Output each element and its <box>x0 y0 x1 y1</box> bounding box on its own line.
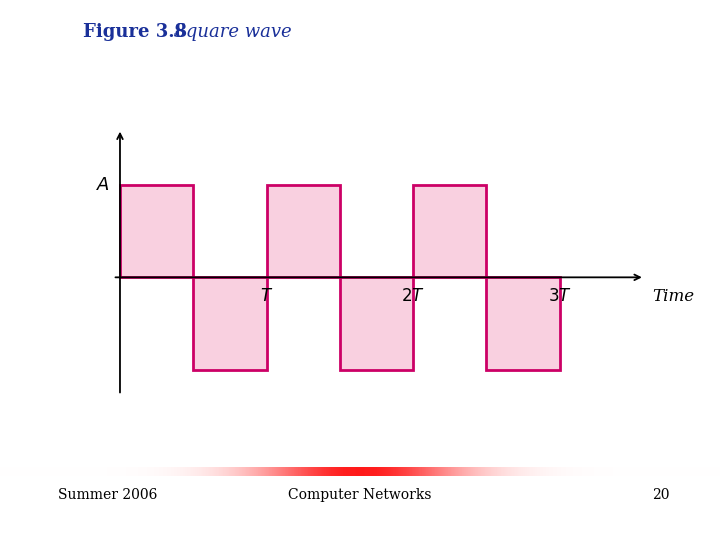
Text: Figure 3.8: Figure 3.8 <box>83 23 187 41</box>
Text: $A$: $A$ <box>96 176 109 193</box>
Bar <box>120 185 193 278</box>
Bar <box>487 278 559 370</box>
Bar <box>193 278 266 370</box>
Text: $2T$: $2T$ <box>401 288 425 306</box>
Bar <box>413 185 487 278</box>
Text: Summer 2006: Summer 2006 <box>58 488 157 502</box>
Text: Square wave: Square wave <box>162 23 292 41</box>
Text: $T$: $T$ <box>260 288 273 306</box>
Text: $3T$: $3T$ <box>548 288 572 306</box>
Text: Time: Time <box>652 288 694 306</box>
Bar <box>266 185 340 278</box>
Bar <box>340 278 413 370</box>
Text: 20: 20 <box>652 488 670 502</box>
Text: Computer Networks: Computer Networks <box>288 488 432 502</box>
